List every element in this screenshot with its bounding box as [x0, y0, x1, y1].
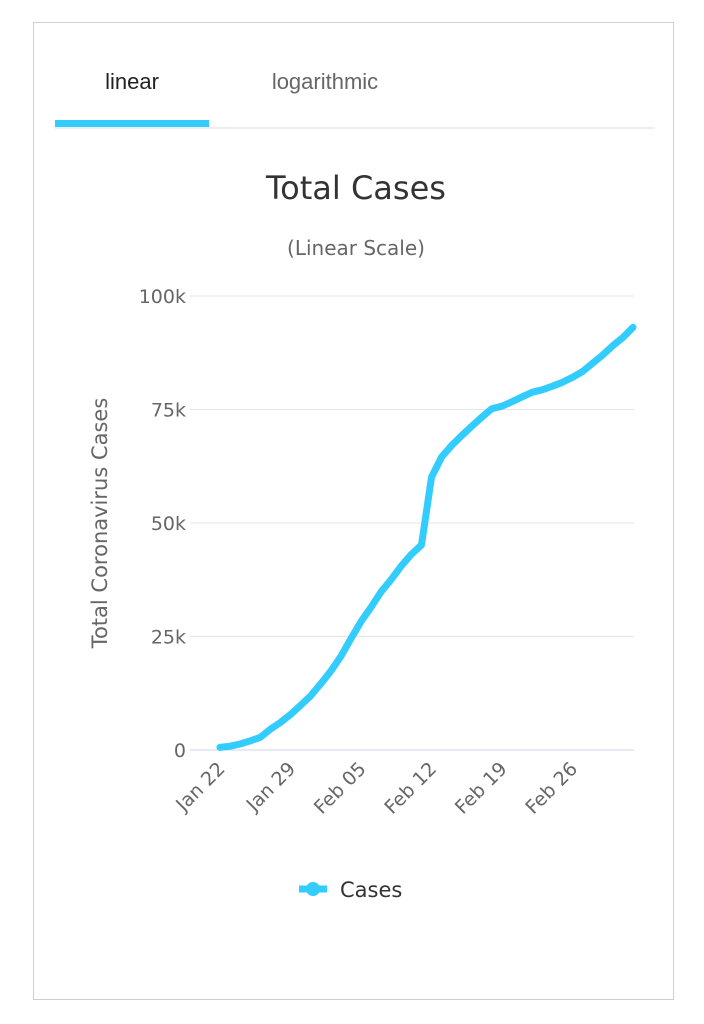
x-tick-label: Feb 12	[380, 758, 441, 819]
grid-lines	[190, 295, 634, 751]
active-tab-indicator	[55, 120, 209, 127]
x-tick-label: Feb 05	[310, 758, 371, 819]
tab-logarithmic[interactable]: logarithmic	[271, 69, 379, 94]
chart-subtitle: (Linear Scale)	[287, 236, 425, 260]
x-tick-label: Feb 19	[451, 758, 512, 819]
series-line-cases	[216, 323, 637, 751]
x-tick-label: Jan 22	[171, 758, 229, 816]
y-tick-label: 25k	[151, 627, 186, 649]
y-axis-title: Total Coronavirus Cases	[88, 398, 112, 650]
y-tick-label: 50k	[151, 513, 186, 535]
y-tick-label: 75k	[151, 400, 186, 422]
legend-item-cases[interactable]: Cases	[340, 878, 402, 902]
series-cases	[216, 323, 637, 751]
legend-symbol-marker	[306, 882, 320, 896]
y-axis-ticks: 0 25k 50k 75k 100k	[139, 286, 186, 762]
chart-title: Total Cases	[265, 169, 446, 207]
scale-tabs: linear logarithmic	[55, 23, 655, 129]
chart-card: linear logarithmic	[33, 22, 674, 1000]
x-axis-ticks: Jan 22 Jan 29 Feb 05 Feb 12 Feb 19 Feb 26	[171, 758, 582, 819]
legend[interactable]: Cases	[299, 878, 402, 902]
y-tick-label: 0	[174, 740, 186, 762]
y-tick-label: 100k	[139, 286, 186, 308]
tab-linear[interactable]: linear	[105, 69, 159, 94]
x-tick-label: Jan 29	[242, 758, 300, 816]
x-tick-label: Feb 26	[521, 758, 582, 819]
